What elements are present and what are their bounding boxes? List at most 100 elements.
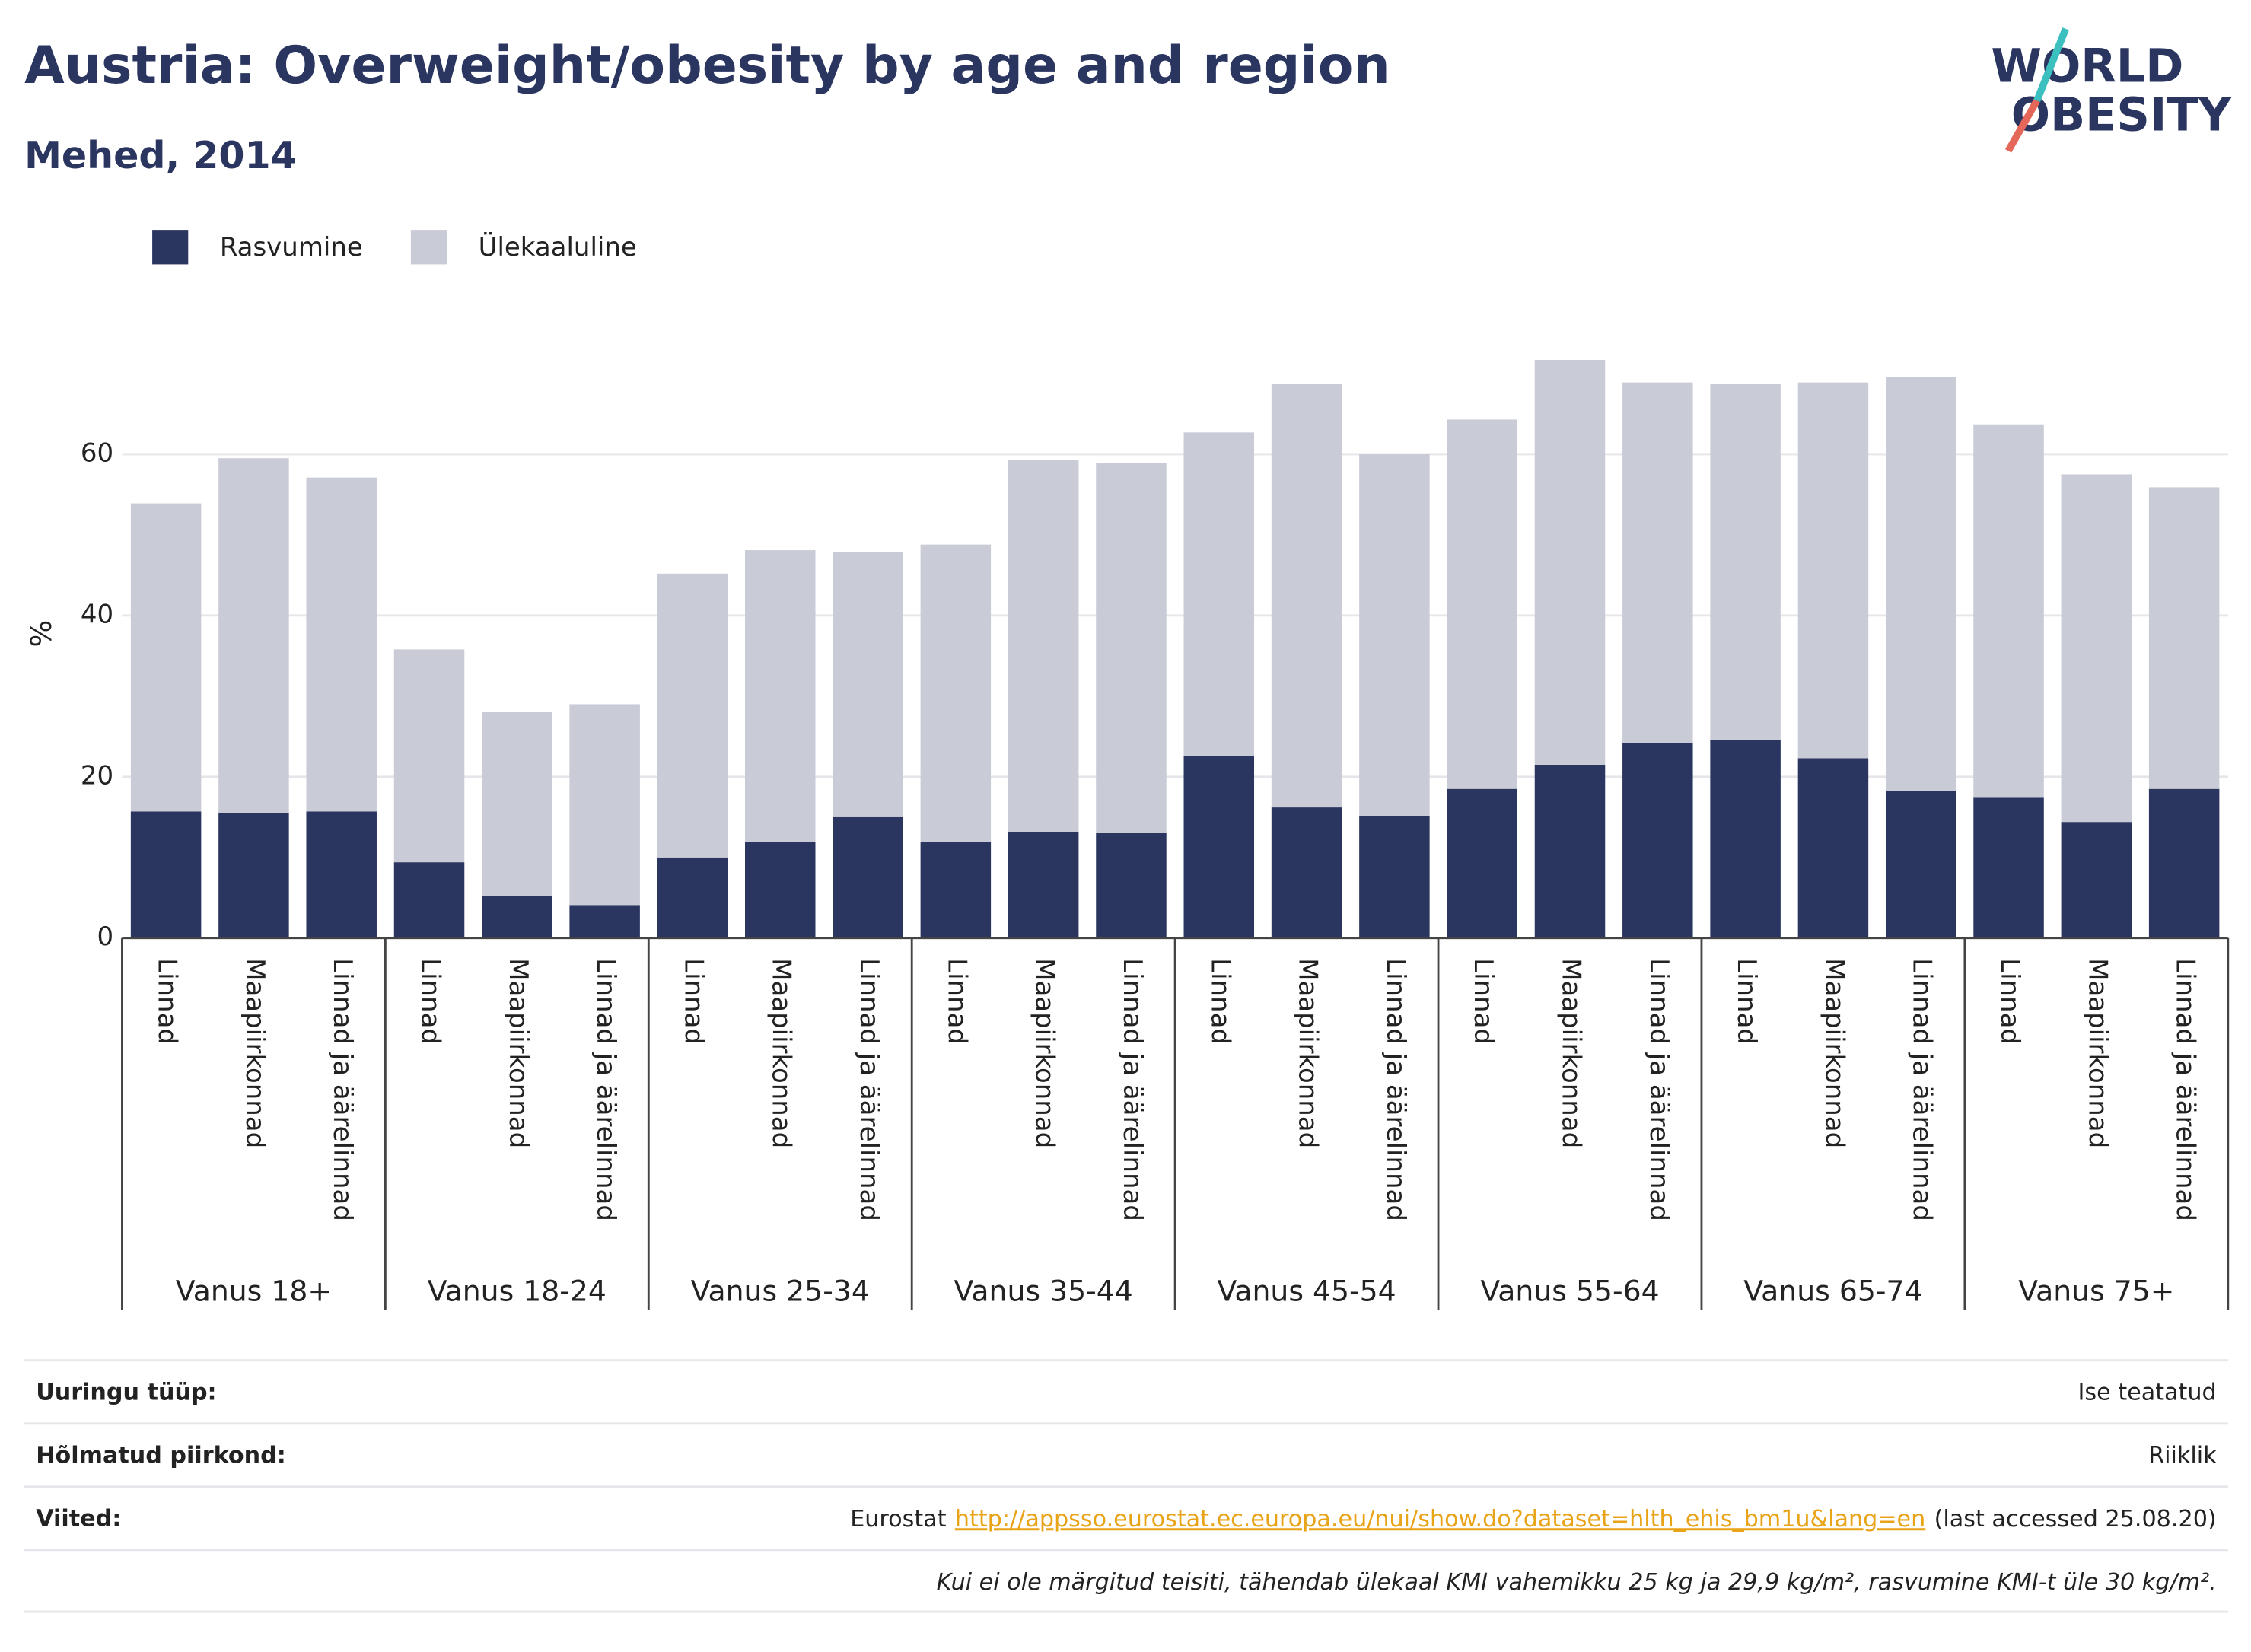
bar-segment — [393, 862, 465, 938]
footer-note: Kui ei ole märgitud teisiti, tähendab ül… — [937, 1569, 2217, 1596]
bar-segment — [920, 842, 992, 938]
group-label: Vanus 35-44 — [954, 1274, 1133, 1307]
x-tick-label: Linnad ja äärelinnad — [327, 958, 358, 1221]
bar-segment — [482, 896, 552, 938]
bar-segment — [1447, 788, 1517, 938]
bar-segment — [1622, 743, 1693, 938]
bar-segment — [1271, 384, 1342, 808]
x-tick-label: Linnad — [678, 958, 708, 1045]
bar-segment — [833, 552, 903, 817]
group-label: Vanus 75+ — [2018, 1274, 2174, 1307]
x-tick-label: Maapiirkonnad — [240, 958, 270, 1148]
bar-segment — [1359, 454, 1430, 816]
bar-segment — [1710, 740, 1781, 938]
group-label: Vanus 55-64 — [1480, 1274, 1659, 1307]
bar-segment — [393, 649, 465, 863]
bar-segment — [218, 458, 289, 813]
bar-segment — [130, 811, 202, 938]
logo-text: OBESITY — [2011, 88, 2233, 142]
bar-segment — [1096, 463, 1167, 833]
x-tick-label: Maapiirkonnad — [1293, 958, 1323, 1148]
y-tick-label: 20 — [81, 760, 113, 791]
bar-segment — [1797, 382, 1869, 759]
group-label: Vanus 18+ — [176, 1274, 332, 1307]
y-tick-label: 60 — [81, 438, 113, 468]
y-tick-label: 0 — [97, 921, 114, 952]
bar-segment — [1183, 432, 1255, 756]
logo-text: WORLD — [1991, 40, 2183, 93]
bar-segment — [1973, 424, 2044, 798]
group-label: Vanus 45-54 — [1217, 1274, 1396, 1307]
bar-segment — [1973, 797, 2044, 938]
group-label: Vanus 65-74 — [1743, 1274, 1922, 1307]
x-tick-label: Linnad — [1995, 958, 2025, 1045]
x-tick-label: Maapiirkonnad — [1556, 958, 1587, 1148]
bar-segment — [1710, 384, 1781, 740]
group-label: Vanus 18-24 — [428, 1274, 607, 1307]
bar-segment — [1534, 764, 1606, 938]
bar-segment — [1885, 791, 1956, 938]
footer-value: Eurostat http://appsso.eurostat.ec.europa… — [850, 1506, 2216, 1533]
logo-slash — [2033, 27, 2069, 102]
x-tick-label: Maapiirkonnad — [2082, 958, 2113, 1148]
x-tick-label: Linnad — [1468, 958, 1498, 1045]
legend-swatch — [152, 230, 189, 265]
x-tick-label: Maapiirkonnad — [503, 958, 533, 1148]
bar-segment — [2061, 474, 2132, 823]
bar-segment — [482, 712, 552, 896]
bar-segment — [657, 857, 728, 938]
bar-segment — [569, 905, 640, 938]
footer-value: Ise teatatud — [2078, 1380, 2217, 1406]
y-axis-label: % — [24, 620, 58, 648]
source-link[interactable]: http://appsso.eurostat.ec.europa.eu/nui/… — [955, 1506, 1925, 1533]
x-tick-label: Linnad — [941, 958, 972, 1045]
bar-segment — [744, 550, 816, 842]
bar-segment — [744, 842, 816, 938]
x-tick-label: Linnad — [152, 958, 183, 1045]
source-name: Eurostat — [850, 1506, 946, 1533]
chart-subtitle: Mehed, 2014 — [24, 133, 297, 177]
group-label: Vanus 25-34 — [691, 1274, 870, 1307]
bar-segment — [2061, 822, 2132, 938]
footer-label: Viited: — [36, 1506, 121, 1533]
bar-segment — [657, 573, 728, 858]
bar-segment — [920, 544, 992, 842]
bar-segment — [218, 813, 289, 938]
footer-value: Riiklik — [2148, 1443, 2217, 1469]
bar-segment — [306, 811, 377, 938]
legend-label: Rasvumine — [220, 232, 363, 263]
bar-segment — [130, 503, 202, 812]
x-tick-label: Linnad ja äärelinnad — [1380, 958, 1411, 1221]
footer-label: Uuringu tüüp: — [36, 1380, 216, 1406]
chart-title: Austria: Overweight/obesity by age and r… — [24, 36, 1390, 96]
legend-label: Ülekaaluline — [479, 231, 637, 263]
x-tick-label: Maapiirkonnad — [1819, 958, 1849, 1148]
x-tick-label: Linnad ja äärelinnad — [591, 958, 621, 1221]
bar-segment — [833, 816, 903, 938]
bar-segment — [1008, 460, 1079, 832]
bar-segment — [1183, 756, 1255, 938]
bar-segment — [1271, 807, 1342, 938]
x-tick-label: Linnad — [1205, 958, 1235, 1045]
x-tick-label: Linnad ja äärelinnad — [1907, 958, 1937, 1221]
bar-segment — [2148, 487, 2220, 789]
x-tick-label: Maapiirkonnad — [766, 958, 797, 1148]
bar-segment — [1096, 832, 1167, 938]
x-tick-label: Maapiirkonnad — [1030, 958, 1060, 1148]
legend-swatch — [410, 230, 447, 265]
bar-segment — [1797, 758, 1869, 938]
bar-segment — [1885, 377, 1956, 791]
bar-segment — [1534, 359, 1606, 765]
bar-segment — [1008, 831, 1079, 938]
bar-segment — [1359, 816, 1430, 938]
bar-segment — [1622, 382, 1693, 743]
x-tick-label: Linnad — [1731, 958, 1762, 1045]
x-tick-label: Linnad ja äärelinnad — [1644, 958, 1674, 1221]
bar-segment — [2148, 788, 2220, 938]
bar-segment — [1447, 419, 1517, 789]
x-tick-label: Linnad ja äärelinnad — [2170, 958, 2201, 1221]
footer-label: Hõlmatud piirkond: — [36, 1443, 286, 1469]
source-accessed: (last accessed 25.08.20) — [1934, 1506, 2217, 1533]
